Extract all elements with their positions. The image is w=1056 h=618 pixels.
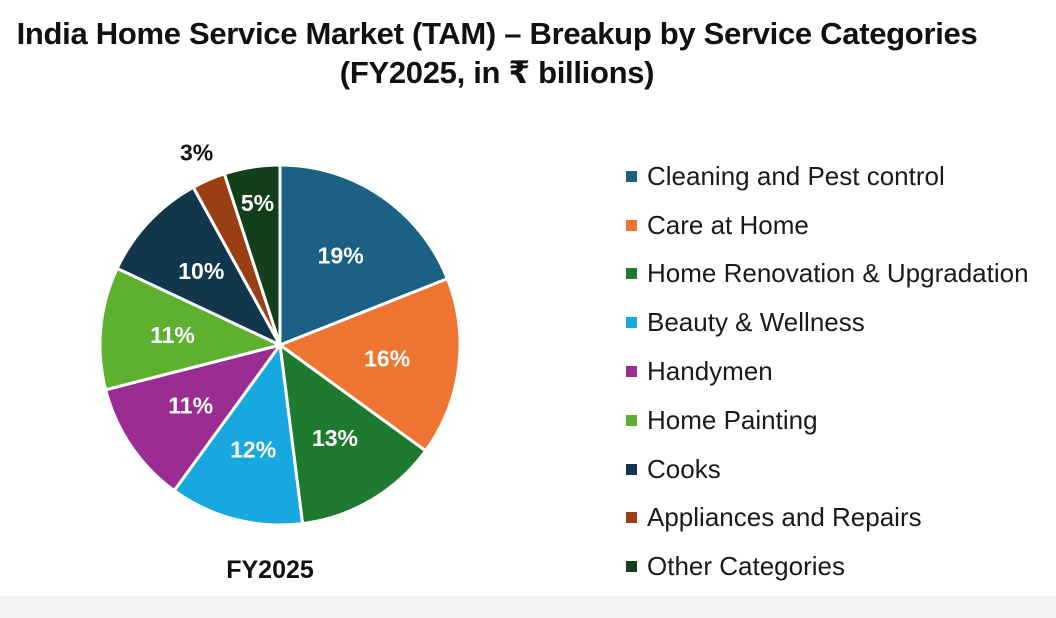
legend-label: Handymen [647,356,773,387]
legend-swatch [626,561,637,573]
legend-swatch [626,414,637,426]
pie-slice-6 [115,185,282,347]
legend-label: Beauty & Wellness [647,307,865,338]
legend-swatch [626,268,637,280]
slice-label-4: 11% [168,393,213,419]
legend-label: Appliances and Repairs [647,502,922,533]
legend-label: Other Categories [647,551,845,582]
slice-label-8: 5% [241,190,274,216]
slice-label-2: 13% [312,425,358,451]
legend-swatch [626,366,637,378]
pie-slice-2 [278,343,428,526]
legend-item: Home Renovation & Upgradation [626,250,1029,299]
chart-title: India Home Service Market (TAM) – Breaku… [0,14,994,92]
slice-label-7: 3% [180,139,213,165]
legend-label: Home Painting [647,404,818,435]
legend-label: Cleaning and Pest control [647,160,945,191]
legend-swatch [626,512,637,524]
slice-label-3: 12% [230,437,276,463]
pie-chart: 19% 16% 13% 12% 11% 11% 10% 3% 5% [98,139,462,527]
pie-slice-4 [104,343,282,493]
slice-label-5: 11% [150,322,195,348]
legend-swatch [626,317,637,329]
legend-swatch [626,463,637,475]
x-axis-label: FY2025 [226,556,314,584]
slice-label-1: 16% [364,346,410,372]
pie-slice-5 [98,266,282,392]
legend-label: Home Renovation & Upgradation [647,258,1029,289]
legend-item: Appliances and Repairs [626,494,1029,543]
chart-title-main: India Home Service Market (TAM) – Breaku… [16,16,978,51]
legend-swatch [626,170,637,182]
pie-slice-3 [172,343,305,527]
legend-item: Cooks [626,445,1029,494]
legend: Cleaning and Pest control Care at Home Hom… [626,152,1029,591]
legend-item: Handymen [626,347,1029,396]
legend-item: Other Categories [626,542,1029,591]
legend-label: Care at Home [647,209,809,240]
legend-swatch [626,219,637,231]
chart-subtitle: (FY2025, in ₹ billions) [339,55,655,90]
pie-slice-8 [222,163,282,347]
legend-item: Care at Home [626,201,1029,250]
slice-label-0: 19% [318,243,364,269]
legend-label: Cooks [647,453,721,484]
slice-label-6: 10% [178,258,224,284]
pie-slice-0 [278,163,449,347]
footer-band [0,596,1056,618]
legend-item: Cleaning and Pest control [626,152,1029,201]
legend-item: Home Painting [626,396,1029,445]
legend-item: Beauty & Wellness [626,298,1029,347]
pie-slice-1 [278,277,462,453]
